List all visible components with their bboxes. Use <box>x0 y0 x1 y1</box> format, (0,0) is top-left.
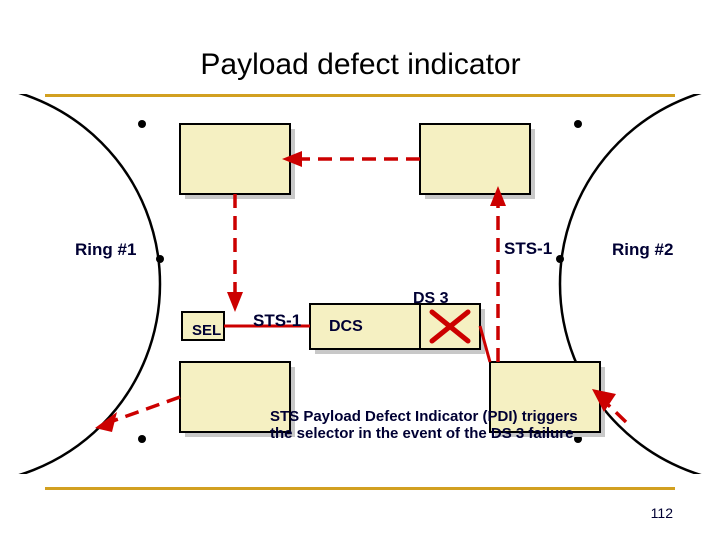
path-out-left <box>110 397 180 422</box>
dcs-box <box>310 304 420 349</box>
label-sel: SEL <box>192 322 221 339</box>
arrow-left-down <box>227 292 243 312</box>
top-right-node <box>420 124 530 194</box>
ring-2-node-dot <box>556 255 564 263</box>
top-left-node <box>180 124 290 194</box>
label-ring-2: Ring #2 <box>612 240 673 260</box>
ring-1-node-dot <box>138 435 146 443</box>
page-title: Payload defect indicator <box>0 48 721 82</box>
ring-2-node-dot <box>574 120 582 128</box>
ring-1-node-dot <box>138 120 146 128</box>
ring-1 <box>0 94 160 474</box>
footnote-text: STS Payload Defect Indicator (PDI) trigg… <box>270 408 590 443</box>
ring-1-node-dot <box>156 255 164 263</box>
label-sts1-lower: STS-1 <box>253 311 301 331</box>
page-number: 112 <box>651 505 673 521</box>
label-sts1-upper: STS-1 <box>504 239 552 259</box>
label-dcs: DCS <box>329 318 363 336</box>
divider-bottom <box>45 487 675 490</box>
label-ds3: DS 3 <box>413 290 449 308</box>
label-ring-1: Ring #1 <box>75 240 136 260</box>
